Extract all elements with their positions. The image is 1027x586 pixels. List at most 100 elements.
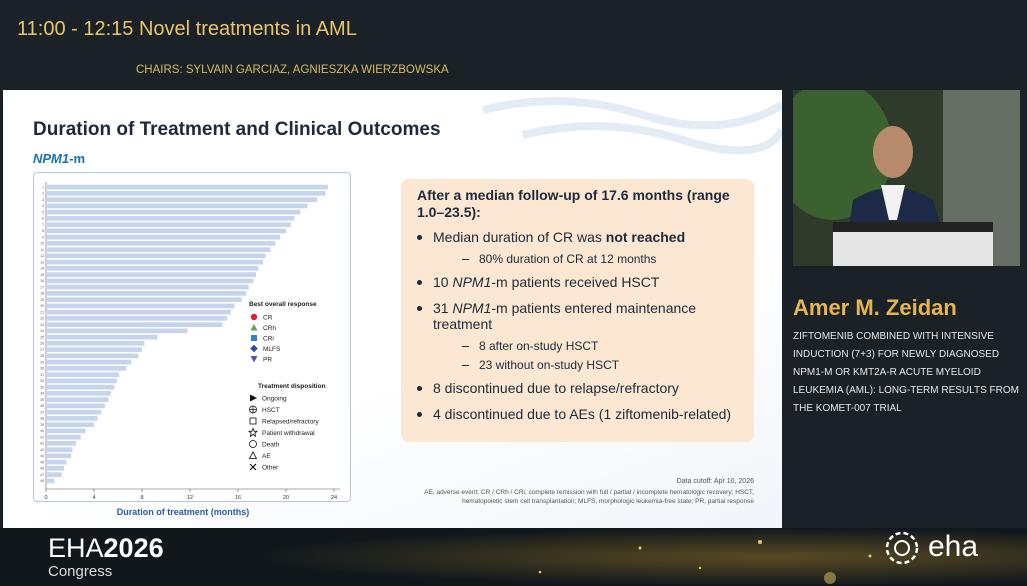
bar bbox=[46, 384, 115, 390]
summary-heading: After a median follow-up of 17.6 months … bbox=[417, 187, 730, 220]
legend-label: Death bbox=[262, 441, 280, 448]
y-tick-label: 46 bbox=[40, 467, 44, 471]
bar bbox=[46, 428, 86, 434]
y-tick-label: 44 bbox=[40, 454, 44, 458]
bar bbox=[46, 228, 286, 234]
bar bbox=[46, 222, 291, 227]
y-tick-label: 21 bbox=[40, 310, 44, 314]
legend-label: HSCT bbox=[262, 407, 280, 414]
footnote: AE, adverse event; CR / CRh / CRi, compl… bbox=[424, 489, 754, 505]
legend-label: Other bbox=[262, 464, 279, 471]
chairs: CHAIRS: SYLVAIN GARCIAZ, AGNIESZKA WIERZ… bbox=[136, 64, 449, 76]
text-run: 8 after on-study HSCT bbox=[479, 339, 599, 353]
y-tick-label: 1 bbox=[42, 185, 44, 189]
legend-title: Treatment disposition bbox=[258, 383, 326, 390]
legend-symbol bbox=[249, 463, 257, 471]
bullet-marker bbox=[417, 386, 422, 391]
bar bbox=[46, 459, 67, 465]
brand-year: 2026 bbox=[103, 533, 164, 563]
bar bbox=[46, 472, 62, 477]
x-axis-label: Duration of treatment (months) bbox=[116, 507, 250, 517]
bullet: 8 discontinued due to relapse/refractory bbox=[415, 380, 750, 396]
legend-label: CRi bbox=[263, 335, 274, 342]
bar bbox=[46, 216, 295, 221]
legend-symbol bbox=[251, 335, 257, 341]
legend-symbol bbox=[250, 324, 258, 331]
y-tick-label: 19 bbox=[40, 298, 44, 302]
y-tick-label: 36 bbox=[40, 404, 44, 408]
y-tick-label: 15 bbox=[40, 273, 44, 277]
y-tick-label: 43 bbox=[40, 448, 44, 452]
bar bbox=[46, 328, 188, 334]
y-tick-label: 14 bbox=[40, 267, 44, 271]
bar bbox=[46, 209, 301, 215]
bullet-marker bbox=[417, 235, 422, 240]
y-tick-label: 13 bbox=[40, 260, 44, 264]
footer-background bbox=[0, 528, 1027, 586]
bar bbox=[46, 397, 109, 402]
bullet-marker bbox=[417, 306, 422, 311]
data-cutoff: Data cutoff: Apr 10, 2026 bbox=[676, 478, 754, 485]
y-tick-label: 31 bbox=[40, 373, 44, 377]
legend-label: CR bbox=[263, 314, 273, 321]
session-title: 11:00 - 12:15 Novel treatments in AML bbox=[17, 18, 357, 40]
bar bbox=[46, 259, 264, 265]
y-tick-label: 24 bbox=[40, 329, 44, 333]
y-tick-label: 26 bbox=[40, 342, 44, 346]
y-tick-label: 35 bbox=[40, 398, 44, 402]
chart-frame: 0 4 8 12 16 20 24 1 2 3 4 5 6 7 8 9 10 11 12 13 14 15 16 17 18 19… bbox=[33, 172, 351, 502]
x-tick-label: 16 bbox=[235, 495, 241, 501]
bar bbox=[46, 466, 64, 471]
bar bbox=[46, 422, 94, 427]
y-tick-label: 27 bbox=[40, 348, 44, 352]
bar bbox=[46, 303, 235, 309]
text-run: 4 discontinued due to AEs (1 ziftomenib-… bbox=[433, 406, 732, 422]
bullet-marker bbox=[417, 412, 422, 417]
legend-label: CRh bbox=[263, 325, 276, 332]
text-run: NPM1 bbox=[452, 274, 492, 290]
y-tick-label: 6 bbox=[42, 217, 44, 221]
x-tick-label: 24 bbox=[331, 495, 337, 501]
legend-symbol bbox=[250, 394, 257, 402]
logo-icon bbox=[885, 531, 919, 565]
slide-subtitle: NPM1-m bbox=[33, 151, 85, 166]
bar bbox=[46, 416, 98, 421]
legend-symbol bbox=[248, 451, 258, 459]
slide: Duration of Treatment and Clinical Outco… bbox=[3, 90, 782, 528]
text-run: 10 bbox=[433, 274, 453, 290]
bullet-marker bbox=[462, 259, 469, 260]
y-tick-label: 23 bbox=[40, 323, 44, 327]
y-tick-label: 20 bbox=[40, 304, 44, 308]
text-run: -m patients received HSCT bbox=[491, 274, 660, 290]
bullet-marker bbox=[417, 280, 422, 285]
y-tick-label: 41 bbox=[40, 435, 44, 439]
bullet: 31 NPM1-m patients entered maintenance t… bbox=[415, 300, 750, 332]
x-tick-label: 20 bbox=[283, 495, 289, 501]
bar bbox=[46, 241, 276, 246]
legend-symbol bbox=[250, 344, 258, 353]
logo-text: eha bbox=[928, 530, 979, 563]
bar bbox=[46, 247, 271, 252]
bar bbox=[46, 447, 73, 452]
summary-panel: After a median follow-up of 17.6 months … bbox=[401, 179, 754, 442]
bullet: Median duration of CR was not reached bbox=[415, 229, 750, 245]
y-tick-label: 7 bbox=[42, 223, 44, 227]
bar bbox=[46, 478, 55, 484]
legend-symbol bbox=[247, 427, 259, 438]
text-run: 23 without on-study HSCT bbox=[479, 358, 620, 372]
legend-symbol bbox=[250, 356, 258, 363]
y-tick-label: 38 bbox=[40, 417, 44, 421]
y-tick-label: 11 bbox=[40, 248, 44, 252]
legend-label: Ongoing bbox=[262, 395, 287, 402]
bar bbox=[46, 372, 120, 377]
bar bbox=[46, 434, 81, 440]
legend-symbol bbox=[249, 440, 257, 448]
bar bbox=[46, 291, 247, 296]
y-tick-label: 8 bbox=[42, 229, 44, 233]
y-tick-label: 10 bbox=[40, 242, 44, 246]
bar bbox=[46, 316, 228, 321]
legend-symbol bbox=[249, 406, 257, 413]
bar bbox=[46, 347, 142, 352]
bar bbox=[46, 284, 249, 290]
talk-title: ZIFTOMENIB COMBINED WITH INTENSIVE INDUC… bbox=[793, 331, 1019, 414]
